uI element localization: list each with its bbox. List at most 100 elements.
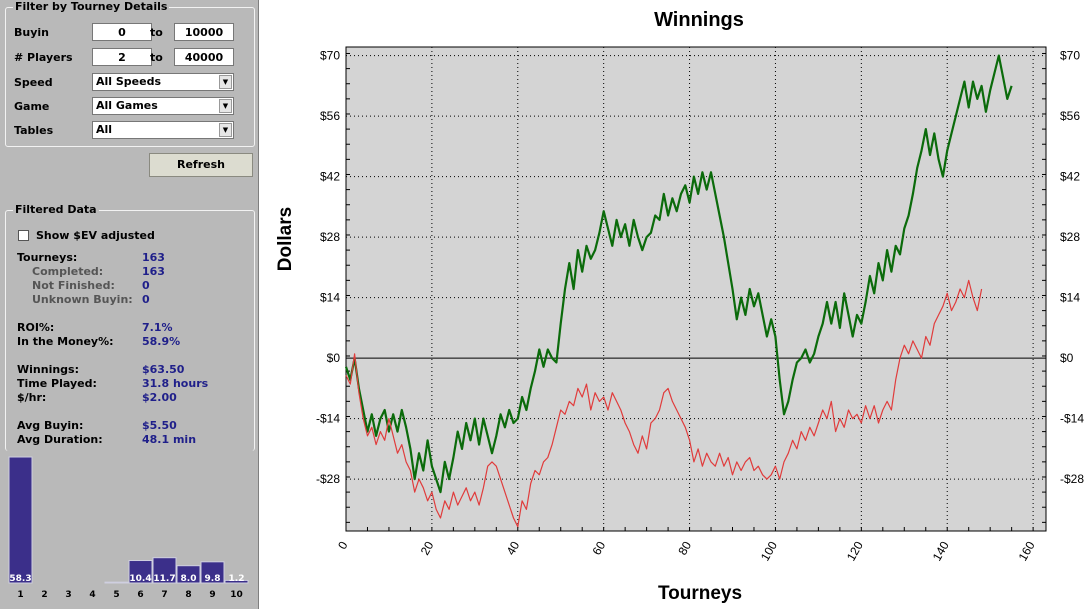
y-tick-label-left: $56: [320, 109, 340, 123]
buyin-to-input[interactable]: 10000: [174, 23, 234, 41]
speed-row: Speed All Speeds ▼: [14, 73, 250, 93]
histogram-value-label: 1.2: [229, 574, 245, 584]
game-row: Game All Games ▼: [14, 97, 250, 117]
histogram-category-label: 8: [185, 590, 191, 600]
chevron-down-icon[interactable]: ▼: [219, 99, 232, 113]
x-tick-label: 100: [758, 539, 780, 564]
filter-panel: Filter by Tourney Details Buyin 0 to 100…: [5, 0, 255, 147]
players-from-input[interactable]: 2: [92, 48, 152, 66]
stat-value: 58.9%: [142, 335, 181, 348]
stat-value: 7.1%: [142, 321, 173, 334]
x-tick-label: 160: [1016, 539, 1038, 564]
histogram-category-label: 10: [230, 590, 243, 600]
stat-label: Avg Duration:: [17, 433, 103, 446]
refresh-button[interactable]: Refresh: [149, 153, 253, 177]
stat-value: $5.50: [142, 419, 177, 432]
filter-panel-title: Filter by Tourney Details: [13, 0, 170, 13]
tables-label: Tables: [14, 124, 54, 137]
histogram-category-label: 4: [89, 590, 95, 600]
players-label: # Players: [14, 51, 73, 64]
histogram-bar: [152, 557, 177, 584]
histogram-category-label: 1: [17, 590, 23, 600]
histogram-bar: [200, 561, 225, 584]
x-tick-label: 80: [675, 539, 694, 558]
ev-adjusted-label[interactable]: Show $EV adjusted: [36, 229, 155, 242]
histogram-category-label: 9: [209, 590, 215, 600]
speed-select-value: All Speeds: [96, 75, 162, 88]
x-tick-label: 120: [844, 539, 866, 564]
plot-area: [345, 46, 1047, 532]
stat-label: In the Money%:: [17, 335, 114, 348]
chevron-down-icon[interactable]: ▼: [219, 75, 232, 89]
ev-adjusted-checkbox[interactable]: [18, 230, 29, 241]
y-axis-label: Dollars: [275, 207, 296, 271]
histogram-bar: [176, 565, 201, 584]
stat-value: 31.8 hours: [142, 377, 209, 390]
ev-winnings-line: [345, 279, 983, 528]
histogram-value-label: 8.0: [181, 574, 197, 584]
stat-label: Time Played:: [17, 377, 97, 390]
y-tick-label-right: $56: [1060, 109, 1080, 123]
tables-select[interactable]: All ▼: [92, 121, 234, 139]
histogram-bar: [104, 581, 129, 584]
y-tick-label-right: -$14: [1060, 412, 1084, 426]
buyin-row: Buyin 0 to 10000: [14, 23, 250, 43]
x-tick-label: 140: [930, 539, 952, 564]
buyin-from-input[interactable]: 0: [92, 23, 152, 41]
histogram-category-label: 2: [41, 590, 47, 600]
filtered-data-title: Filtered Data: [13, 203, 99, 216]
y-tick-label-left: $0: [327, 351, 341, 365]
histogram-category-label: 7: [161, 590, 167, 600]
stat-value: 0: [142, 279, 150, 292]
stat-value: $2.00: [142, 391, 177, 404]
stat-label: ROI%:: [17, 321, 55, 334]
finish-histogram: 58.3 1 2 3 4 5 10.4 6 11.7 7 8.0 8 9.8 9 1.2 10: [8, 456, 249, 600]
speed-label: Speed: [14, 76, 53, 89]
x-tick-label: 60: [589, 539, 608, 558]
chevron-down-icon[interactable]: ▼: [219, 123, 232, 137]
stat-label: Not Finished:: [32, 279, 115, 292]
y-tick-label-right: $70: [1060, 49, 1080, 63]
stat-label: Tourneys:: [17, 251, 78, 264]
histogram-bar: [224, 579, 249, 584]
stat-value: 48.1 min: [142, 433, 197, 446]
game-label: Game: [14, 100, 50, 113]
winnings-chart: $70 $70 $56 $56 $42 $42 $28 $28 $14 $14 $0 $0 -$14 -$…: [259, 0, 1085, 609]
tables-select-value: All: [96, 123, 113, 136]
speed-select[interactable]: All Speeds ▼: [92, 73, 234, 91]
winnings-line: [344, 54, 1013, 494]
stat-label: Avg Buyin:: [17, 419, 84, 432]
y-tick-label-left: $70: [320, 49, 340, 63]
y-tick-label-right: $28: [1060, 230, 1080, 244]
stat-value: $63.50: [142, 363, 185, 376]
y-tick-label-left: $42: [320, 170, 340, 184]
stat-label: Winnings:: [17, 363, 79, 376]
chart-svg: $70 $70 $56 $56 $42 $42 $28 $28 $14 $14 $0 $0 -$14 -$…: [275, 9, 1084, 604]
histogram-category-label: 6: [137, 590, 143, 600]
filtered-data-panel: Filtered Data: [5, 203, 255, 451]
stat-label: $/hr:: [17, 391, 47, 404]
stat-value: 163: [142, 265, 165, 278]
sidebar: Filter by Tourney Details Buyin 0 to 100…: [0, 0, 259, 609]
histogram-category-label: 5: [113, 590, 119, 600]
x-tick-label: 40: [504, 539, 523, 558]
y-tick-label-left: $14: [320, 291, 340, 305]
tables-row: Tables All ▼: [14, 121, 250, 141]
x-axis-label: Tourneys: [658, 583, 742, 604]
histogram-bar: [128, 560, 153, 584]
game-select-value: All Games: [96, 99, 158, 112]
players-to-input[interactable]: 40000: [174, 48, 234, 66]
histogram-value-label: 9.8: [205, 574, 221, 584]
y-tick-label-left: $28: [320, 230, 340, 244]
histogram-value-label: 10.4: [129, 574, 151, 584]
chart-title: Winnings: [654, 9, 744, 31]
buyin-to-label: to: [150, 26, 163, 39]
y-tick-label-right: -$28: [1060, 472, 1084, 486]
y-tick-label-left: -$28: [316, 472, 340, 486]
y-tick-label-right: $42: [1060, 170, 1080, 184]
players-to-label: to: [150, 51, 163, 64]
histogram-category-label: 3: [65, 590, 71, 600]
y-tick-label-left: -$14: [316, 412, 340, 426]
histogram-value-label: 11.7: [153, 574, 175, 584]
game-select[interactable]: All Games ▼: [92, 97, 234, 115]
